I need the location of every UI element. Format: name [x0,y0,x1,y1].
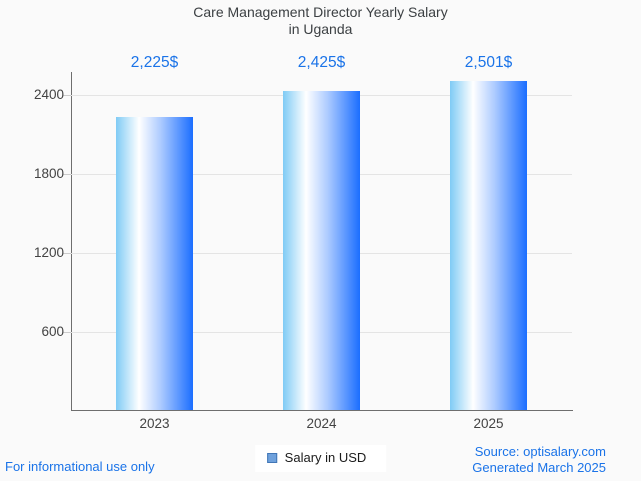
disclaimer-text: For informational use only [5,459,155,474]
legend-swatch-icon [266,452,277,463]
bar-2024[interactable] [283,90,360,410]
y-axis-label-1800: 1800 [33,166,64,181]
value-label-2023: 2,225$ [130,54,179,71]
x-axis-label-2024: 2024 [306,416,337,431]
chart-title-line2: in Uganda [288,21,353,37]
source-block: Source: optisalary.com Generated March 2… [472,444,606,476]
y-axis-label-1200: 1200 [33,245,64,260]
x-axis-line [71,410,573,411]
y-tick-600 [63,331,71,333]
chart-title-line1: Care Management Director Yearly Salary [193,4,448,20]
y-axis-label-600: 600 [41,324,64,339]
chart-title: Care Management Director Yearly Salary i… [0,4,641,38]
source-link[interactable]: Source: optisalary.com [474,444,606,459]
legend-label: Salary in USD [284,450,367,465]
bar-2023[interactable] [116,117,193,410]
value-label-2024: 2,425$ [297,54,346,71]
legend[interactable]: Salary in USD [254,445,387,472]
bar-2025[interactable] [450,80,527,410]
value-label-2025: 2,501$ [464,54,513,71]
x-axis-label-2023: 2023 [139,416,170,431]
y-tick-1200 [63,252,71,254]
generated-date: Generated March 2025 [472,460,606,475]
y-tick-1800 [63,173,71,175]
y-tick-2400 [63,94,71,96]
x-axis-label-2025: 2025 [473,416,504,431]
y-axis-label-2400: 2400 [33,87,64,102]
y-axis-line [71,72,72,411]
